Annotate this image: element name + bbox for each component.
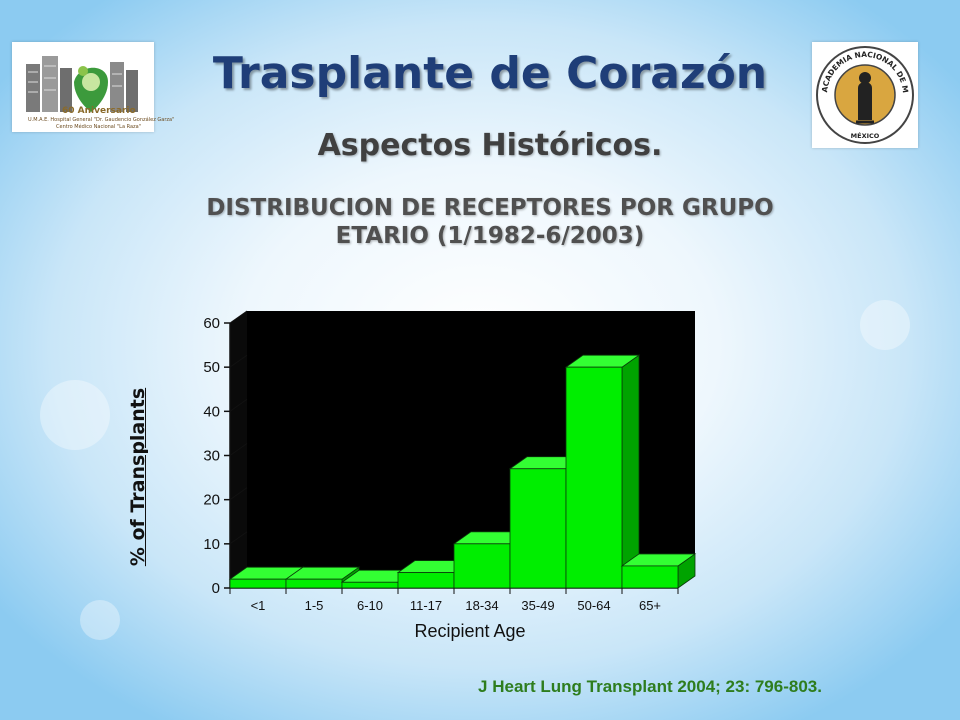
x-tick-label: <1 — [251, 598, 266, 613]
background-bokeh — [40, 380, 110, 450]
background-bokeh — [860, 300, 910, 350]
y-tick-label: 10 — [203, 536, 220, 553]
hospital-name: U.M.A.E. Hospital General "Dr. Gaudencio… — [28, 117, 175, 123]
x-tick-label: 18-34 — [465, 598, 498, 613]
bar-side — [621, 354, 640, 589]
y-tick-depth — [229, 531, 248, 545]
bar — [397, 572, 455, 589]
hospital-building-icon — [26, 56, 138, 112]
bar — [621, 565, 679, 589]
y-tick-label: 40 — [203, 403, 220, 420]
y-tick-depth — [229, 398, 248, 412]
anniversary-label: 60 Aniversario — [62, 106, 136, 116]
y-tick-label: 30 — [203, 448, 220, 465]
y-tick-depth — [229, 487, 248, 501]
y-tick-label: 60 — [203, 315, 220, 332]
background-bokeh — [80, 600, 120, 640]
slide-title: Trasplante de Corazón — [212, 48, 768, 99]
citation-reference: J Heart Lung Transplant 2004; 23: 796-80… — [478, 677, 822, 696]
medical-center-name: Centro Médico Nacional "La Raza" — [56, 124, 142, 130]
bar — [509, 468, 567, 589]
academia-nacional-medicina-logo: ACADEMIA NACIONAL DE MEDICINA MÉXICO — [809, 35, 918, 148]
y-tick-depth — [229, 354, 248, 368]
x-tick-label: 65+ — [639, 598, 661, 613]
x-tick-label: 11-17 — [410, 598, 442, 613]
bar — [565, 366, 623, 589]
y-tick-label: 0 — [212, 580, 220, 597]
bar — [341, 581, 399, 589]
y-axis-label: % of Transplants — [127, 387, 149, 567]
x-tick-label: 6-10 — [357, 598, 383, 613]
academy-seal-icon: ACADEMIA NACIONAL DE MEDICINA MÉXICO — [809, 35, 914, 144]
x-axis-label: Recipient Age — [414, 621, 526, 641]
seal-country-text: MÉXICO — [851, 131, 880, 140]
y-tick-label: 20 — [203, 492, 220, 509]
y-tick-depth — [229, 310, 248, 324]
bar — [453, 543, 511, 589]
chart-heading: DISTRIBUCION DE RECEPTORES POR GRUPO ETA… — [206, 195, 774, 249]
bar — [285, 578, 343, 589]
y-tick-depth — [229, 443, 248, 456]
slide-subtitle: Aspectos Históricos. — [317, 128, 663, 163]
x-tick-label: 50-64 — [577, 598, 610, 613]
y-tick-label: 50 — [203, 359, 220, 376]
imss-la-raza-logo: 60 Aniversario U.M.A.E. Hospital General… — [12, 42, 174, 132]
bar — [229, 578, 287, 589]
x-tick-label: 35-49 — [521, 598, 554, 613]
x-tick-label: 1-5 — [305, 598, 324, 613]
